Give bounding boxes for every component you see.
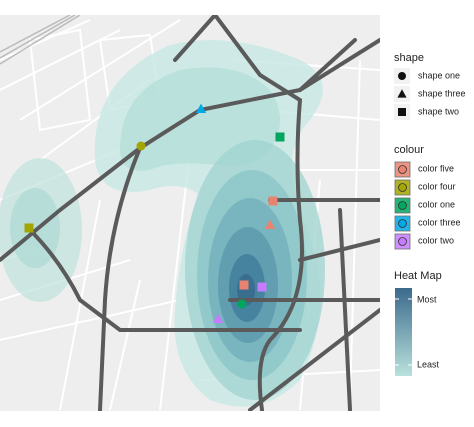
legend: shape colour Heat Map Most Least shape o… bbox=[394, 52, 466, 376]
legend-label: color three bbox=[418, 217, 461, 227]
legend-label: shape two bbox=[418, 106, 459, 116]
colorbar-label: Most bbox=[417, 294, 437, 304]
legend-symbol bbox=[398, 201, 407, 210]
legend-symbol bbox=[398, 72, 406, 80]
legend-title: shape bbox=[394, 52, 424, 64]
legend-label: color one bbox=[418, 199, 455, 209]
map-point bbox=[195, 103, 207, 114]
points bbox=[24, 103, 285, 324]
map-point bbox=[24, 223, 34, 233]
legend-symbol bbox=[398, 165, 407, 174]
legend-label: shape three bbox=[418, 88, 466, 98]
legend-label: color five bbox=[418, 163, 454, 173]
map-point bbox=[257, 282, 267, 292]
map-point bbox=[268, 196, 278, 206]
rails bbox=[0, 15, 81, 65]
legend-label: color two bbox=[418, 235, 454, 245]
legend-label: shape one bbox=[418, 70, 460, 80]
map-point bbox=[239, 280, 249, 290]
major-roads bbox=[0, 15, 380, 411]
legend-title: colour bbox=[394, 144, 424, 156]
legend-label: color four bbox=[418, 181, 456, 191]
legend-title: Heat Map bbox=[394, 270, 442, 282]
map-point bbox=[212, 313, 224, 324]
legend-symbol bbox=[398, 183, 407, 192]
legend-symbol bbox=[398, 219, 407, 228]
map-point bbox=[237, 299, 247, 309]
map bbox=[0, 15, 380, 411]
map-point bbox=[264, 219, 276, 230]
map-point bbox=[136, 141, 146, 151]
heatmap-colorbar bbox=[395, 288, 412, 376]
legend-symbol bbox=[397, 89, 407, 98]
legend-symbol bbox=[398, 237, 407, 246]
legend-symbol bbox=[398, 108, 406, 116]
colorbar-label: Least bbox=[417, 359, 440, 369]
map-point bbox=[275, 132, 285, 142]
